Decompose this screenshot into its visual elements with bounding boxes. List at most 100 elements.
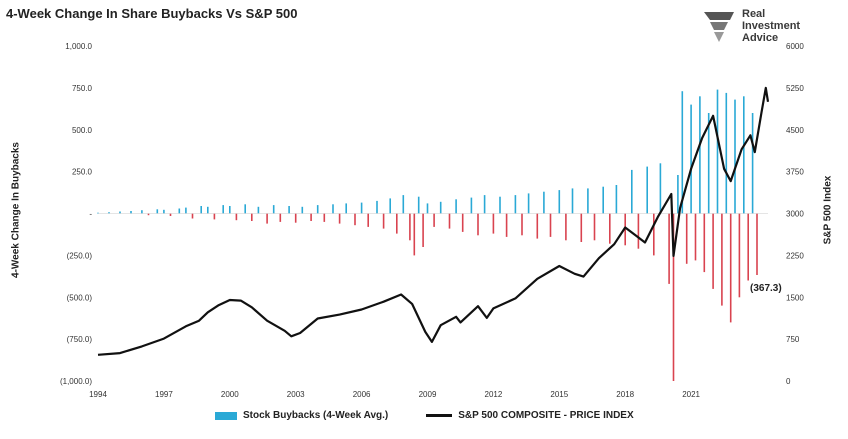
last-value-annotation: (367.3): [750, 283, 782, 294]
buyback-bar: [721, 213, 723, 306]
chart-title: 4-Week Change In Share Buybacks Vs S&P 5…: [6, 6, 298, 21]
buyback-bar: [677, 175, 679, 214]
right-tick-label: 0: [786, 377, 791, 386]
left-axis-title: 4-Week Change In Buybacks: [10, 142, 22, 278]
buyback-bar: [470, 197, 473, 214]
buyback-bar: [413, 213, 416, 256]
right-tick-label: 4500: [786, 126, 804, 135]
buyback-bar: [169, 213, 172, 216]
x-tick-label: 1997: [155, 390, 173, 399]
right-tick-label: 2250: [786, 251, 804, 260]
buyback-bar: [558, 190, 561, 214]
buyback-bar: [631, 169, 633, 214]
buyback-bar: [332, 204, 334, 214]
buyback-bar: [147, 213, 150, 216]
buyback-bar: [266, 213, 268, 224]
buyback-bar: [409, 213, 411, 241]
x-tick-label: 1994: [89, 390, 107, 399]
buyback-bar: [389, 198, 391, 214]
buyback-bar: [712, 213, 714, 289]
left-tick-label: 750.0: [72, 84, 93, 93]
buyback-bars: [97, 89, 758, 381]
buyback-bar: [681, 91, 684, 214]
buyback-bar: [653, 213, 655, 256]
right-tick-label: 6000: [786, 42, 804, 51]
buyback-bar: [477, 213, 479, 236]
right-tick-label: 750: [786, 335, 800, 344]
buyback-bar: [185, 207, 187, 214]
x-tick-label: 2003: [287, 390, 305, 399]
buyback-bar: [367, 213, 369, 227]
buyback-bar: [756, 213, 758, 275]
buyback-bar: [213, 213, 216, 220]
buyback-bar: [235, 213, 238, 221]
buyback-bar: [659, 163, 662, 214]
buyback-bar: [602, 186, 604, 214]
left-tick-label: (750.0): [67, 335, 93, 344]
x-tick-label: 2012: [485, 390, 503, 399]
buyback-bar: [141, 210, 143, 214]
buyback-bar: [396, 213, 398, 234]
buyback-bar: [609, 213, 611, 244]
x-axis-ticks: 1994 1997 2000 2003 2006 2009 2012 2015 2018 2021: [89, 390, 700, 399]
buyback-bar: [615, 185, 618, 214]
legend-label-sp500: S&P 500 COMPOSITE - PRICE INDEX: [458, 410, 634, 421]
buyback-bar: [527, 193, 530, 214]
buyback-bar: [382, 213, 385, 229]
x-tick-label: 2009: [419, 390, 437, 399]
buyback-bar: [222, 205, 224, 214]
buyback-bar: [514, 195, 517, 214]
x-tick-label: 2018: [616, 390, 634, 399]
buyback-bar: [345, 203, 347, 214]
buyback-bar: [725, 92, 728, 214]
buyback-bar: [743, 96, 745, 214]
buyback-bar: [207, 206, 209, 214]
buyback-bar: [448, 213, 451, 229]
buyback-bar: [251, 213, 253, 221]
left-axis-ticks: 1,000.0 750.0 500.0 250.0 - (250.0) (500.0) (75…: [60, 42, 93, 386]
buyback-bar: [668, 213, 670, 284]
buyback-bar: [257, 206, 260, 214]
buyback-bar: [461, 213, 464, 232]
buyback-bar: [108, 212, 110, 214]
sp500-line: [97, 86, 770, 356]
legend-item-sp500: S&P 500 COMPOSITE - PRICE INDEX: [426, 410, 634, 421]
buyback-bar: [229, 206, 231, 214]
right-tick-label: 3750: [786, 168, 804, 177]
right-tick-label: 1500: [786, 293, 804, 302]
buyback-bar: [738, 213, 741, 298]
x-tick-label: 2015: [550, 390, 568, 399]
legend: Stock Buybacks (4-Week Avg.) S&P 500 COM…: [215, 410, 634, 421]
buyback-bar: [587, 188, 589, 214]
buyback-bar: [521, 213, 523, 236]
right-tick-label: 3000: [786, 210, 804, 219]
buyback-bar: [191, 213, 194, 219]
buyback-bar: [565, 213, 567, 241]
x-tick-label: 2000: [221, 390, 239, 399]
buyback-bar: [422, 213, 424, 247]
buyback-bar: [499, 196, 501, 214]
buyback-bar: [163, 209, 165, 214]
buyback-bar: [316, 205, 319, 214]
buyback-bar: [156, 209, 159, 214]
buyback-bar: [699, 96, 701, 214]
buyback-bar: [354, 213, 356, 226]
buyback-bar: [505, 213, 508, 237]
buyback-bar: [747, 213, 749, 281]
buyback-bar: [646, 166, 648, 214]
buyback-bar: [376, 200, 378, 214]
right-axis-title: S&P 500 Index: [822, 175, 834, 245]
buyback-bar: [703, 213, 706, 273]
buyback-bar: [323, 213, 326, 222]
left-tick-label: 250.0: [72, 168, 93, 177]
buyback-bar: [672, 213, 675, 381]
buyback-bar: [690, 104, 692, 214]
real-investment-advice-logo-icon: [704, 12, 734, 42]
buyback-bar: [426, 203, 429, 214]
buyback-bar: [637, 213, 640, 249]
x-tick-label: 2006: [353, 390, 371, 399]
left-tick-label: 1,000.0: [65, 42, 92, 51]
buyback-bar: [492, 213, 495, 234]
left-tick-label: (1,000.0): [60, 377, 92, 386]
